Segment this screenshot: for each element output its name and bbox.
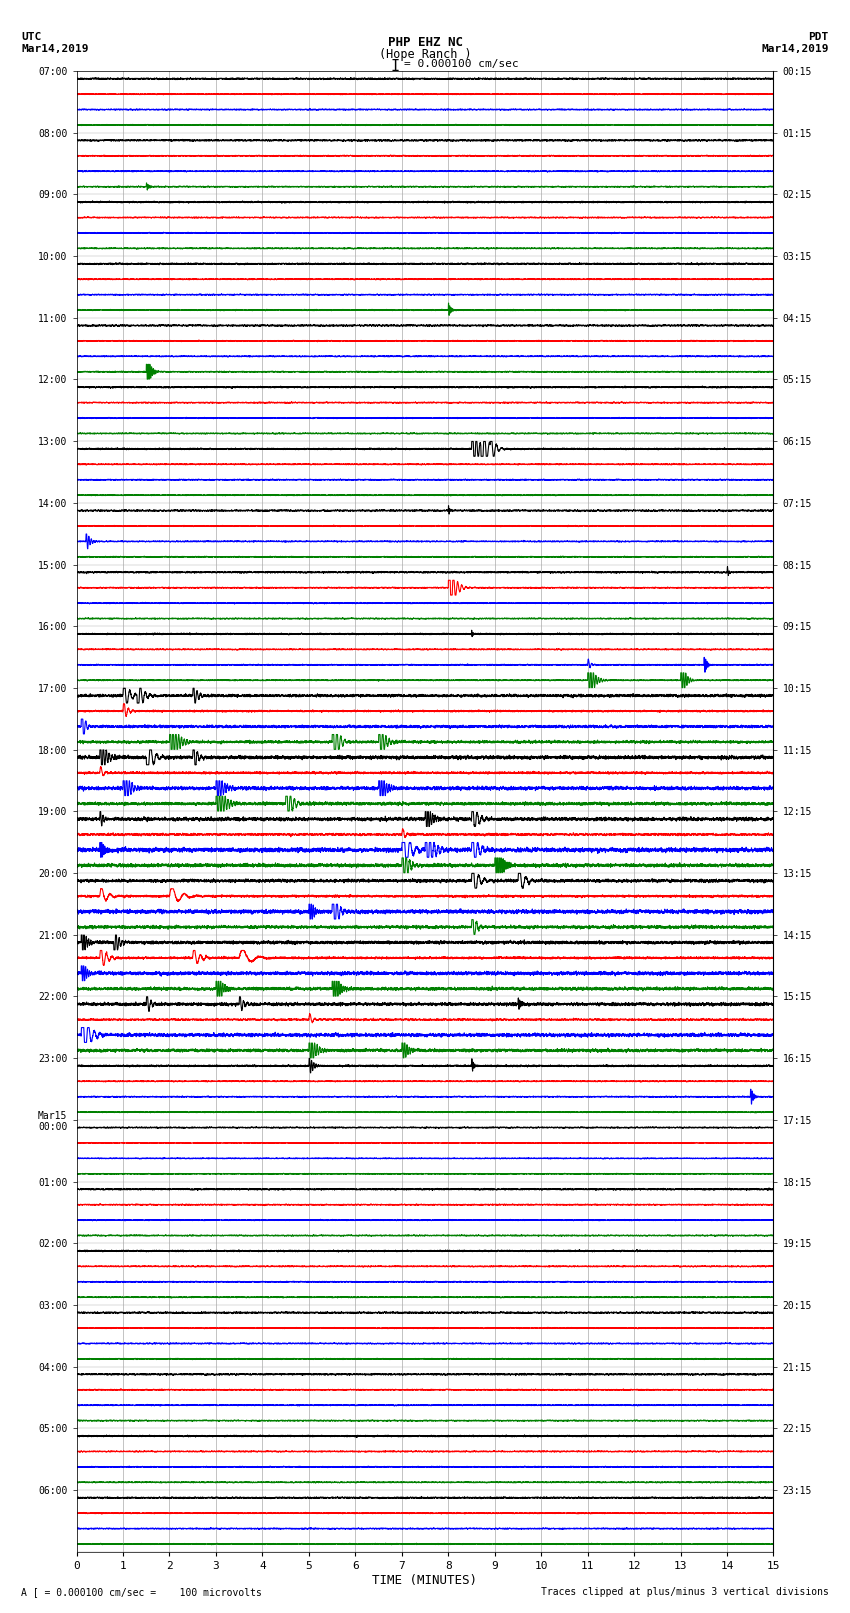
Text: Mar14,2019: Mar14,2019	[762, 44, 829, 53]
Text: UTC: UTC	[21, 32, 42, 42]
Text: A [ = 0.000100 cm/sec =    100 microvolts: A [ = 0.000100 cm/sec = 100 microvolts	[21, 1587, 262, 1597]
X-axis label: TIME (MINUTES): TIME (MINUTES)	[372, 1574, 478, 1587]
Text: I: I	[391, 58, 399, 74]
Text: (Hope Ranch ): (Hope Ranch )	[379, 47, 471, 61]
Text: Traces clipped at plus/minus 3 vertical divisions: Traces clipped at plus/minus 3 vertical …	[541, 1587, 829, 1597]
Text: Mar14,2019: Mar14,2019	[21, 44, 88, 53]
Text: = 0.000100 cm/sec: = 0.000100 cm/sec	[404, 58, 518, 69]
Text: PDT: PDT	[808, 32, 829, 42]
Text: PHP EHZ NC: PHP EHZ NC	[388, 37, 462, 50]
